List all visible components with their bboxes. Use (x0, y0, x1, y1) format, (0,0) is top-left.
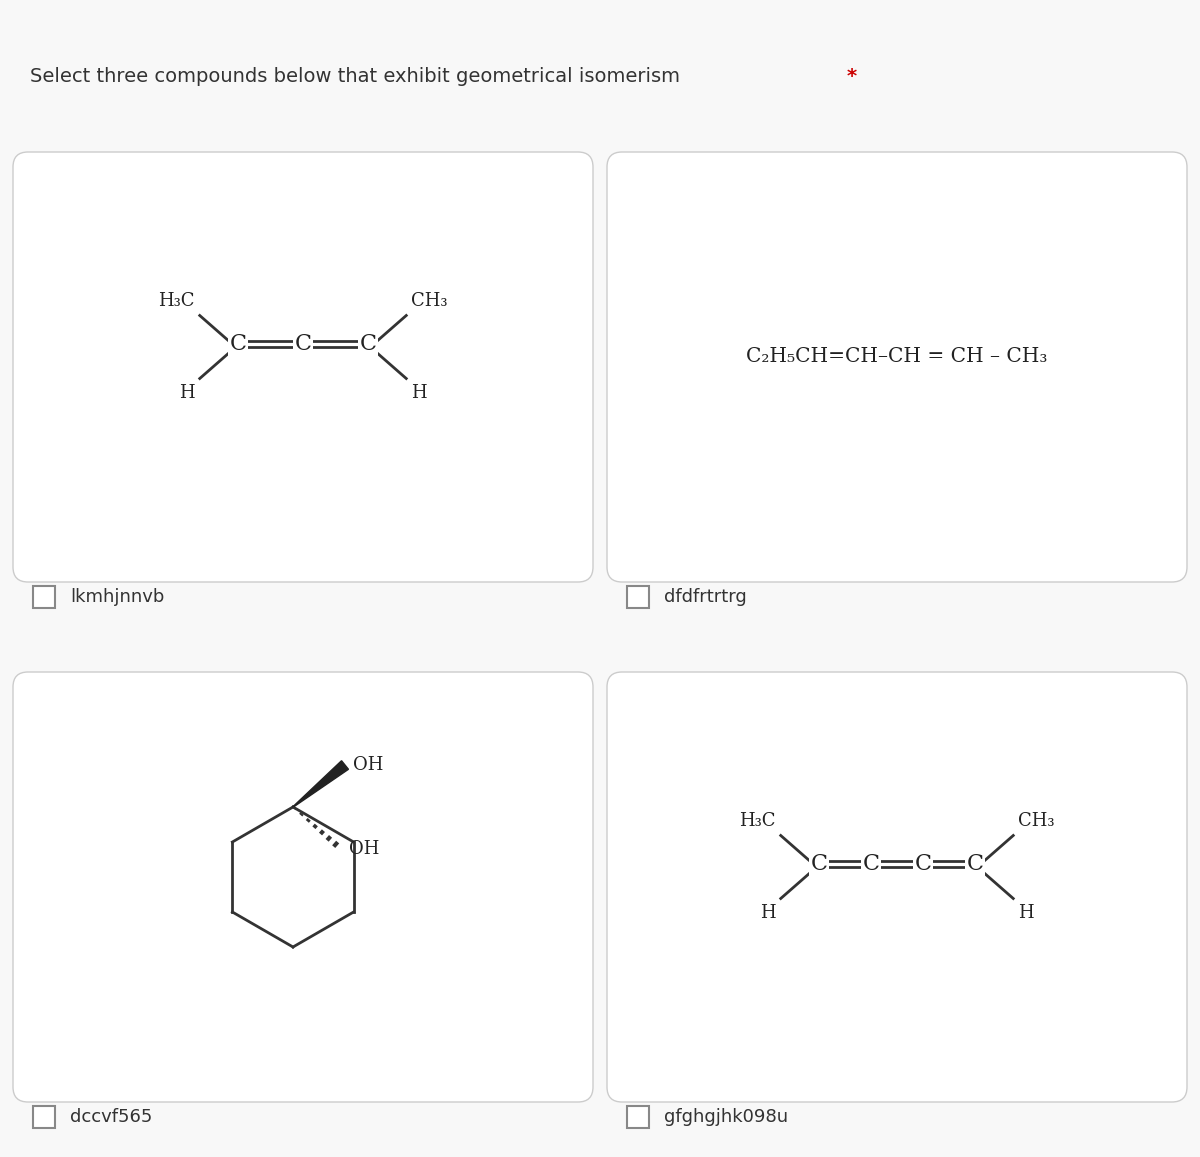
Polygon shape (293, 760, 348, 808)
Text: dfdfrtrtrg: dfdfrtrtrg (664, 588, 746, 606)
FancyBboxPatch shape (607, 672, 1187, 1101)
Text: H: H (760, 904, 775, 921)
Text: C: C (229, 333, 246, 355)
Text: lkmhjnnvb: lkmhjnnvb (70, 588, 164, 606)
Text: H: H (179, 383, 194, 401)
Text: C: C (966, 853, 984, 875)
Text: H: H (1019, 904, 1034, 921)
FancyBboxPatch shape (13, 152, 593, 582)
FancyBboxPatch shape (628, 1106, 649, 1128)
FancyBboxPatch shape (607, 152, 1187, 582)
Text: *: * (847, 67, 857, 86)
Text: OH: OH (353, 756, 383, 774)
Text: CH₃: CH₃ (1019, 812, 1055, 831)
Text: gfghgjhk098u: gfghgjhk098u (664, 1108, 788, 1126)
FancyBboxPatch shape (34, 1106, 55, 1128)
Text: CH₃: CH₃ (412, 293, 448, 310)
FancyBboxPatch shape (628, 585, 649, 607)
FancyBboxPatch shape (13, 672, 593, 1101)
Text: H: H (412, 383, 427, 401)
Text: C: C (914, 853, 931, 875)
Text: H₃C: H₃C (739, 812, 775, 831)
Text: H₃C: H₃C (158, 293, 194, 310)
Text: OH: OH (349, 840, 379, 858)
FancyBboxPatch shape (34, 585, 55, 607)
Text: C: C (360, 333, 377, 355)
Text: C: C (863, 853, 880, 875)
Text: dccvf565: dccvf565 (70, 1108, 152, 1126)
Text: Select three compounds below that exhibit geometrical isomerism: Select three compounds below that exhibi… (30, 67, 680, 86)
Text: C: C (810, 853, 828, 875)
Text: C: C (294, 333, 312, 355)
Text: C₂H₅CH=CH–CH = CH – CH₃: C₂H₅CH=CH–CH = CH – CH₃ (746, 347, 1048, 367)
